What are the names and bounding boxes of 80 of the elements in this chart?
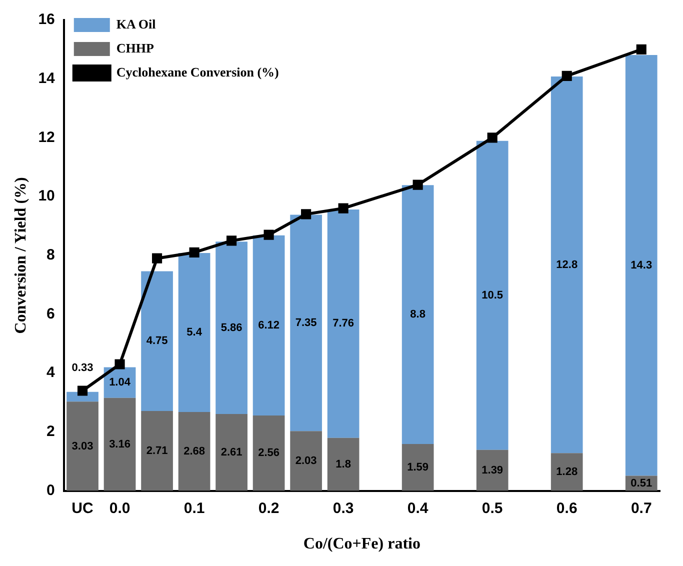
y-tick-label: 14 <box>38 70 56 87</box>
data-label: 2.61 <box>220 446 242 458</box>
bar <box>402 185 434 444</box>
bar <box>252 235 285 416</box>
data-label: 1.04 <box>109 376 132 389</box>
data-label: 0.51 <box>630 477 652 490</box>
point <box>226 236 237 246</box>
bar <box>66 402 98 491</box>
point <box>114 359 125 370</box>
bar <box>178 412 210 491</box>
bar <box>178 253 210 412</box>
legend-label: Cyclohexane Conversion (%) <box>116 64 279 80</box>
data-label: 12.8 <box>556 258 578 271</box>
bar <box>290 431 322 491</box>
bar <box>476 140 508 450</box>
data-label: 2.56 <box>258 447 280 460</box>
y-tick-label: 10 <box>38 188 55 205</box>
bar <box>141 271 173 412</box>
data-label: 1.39 <box>482 464 504 476</box>
data-label: 10.5 <box>482 289 504 302</box>
legend-label: KA Oil <box>116 16 156 32</box>
data-label: 4.75 <box>146 335 168 348</box>
y-tick-label: 6 <box>46 305 55 322</box>
x-axis-title: Co/(Co+Fe) ratio <box>303 536 420 553</box>
data-label: 1.28 <box>556 466 578 478</box>
x-tick-label: 0.5 <box>482 500 503 517</box>
x-tick-label: 0.4 <box>407 500 429 517</box>
bar <box>625 55 658 476</box>
y-tick-label: 4 <box>46 364 56 382</box>
data-label: 8.8 <box>410 308 426 321</box>
data-label: 5.4 <box>186 326 203 339</box>
x-tick-label: 0.1 <box>184 500 205 517</box>
y-axis-title: Conversion / Yield (%) <box>12 177 30 334</box>
point <box>636 44 646 54</box>
bar <box>104 398 136 491</box>
data-label: 1.8 <box>336 458 351 470</box>
x-tick-label: UC <box>72 500 94 517</box>
data-label: 7.76 <box>332 318 354 330</box>
data-label: 7.35 <box>295 316 317 329</box>
x-tick-label: 0.2 <box>258 500 280 517</box>
y-tick-label: 2 <box>46 423 55 440</box>
y-tick-label: 8 <box>46 246 55 264</box>
legend-label: CHHP <box>116 40 154 56</box>
bar <box>476 450 508 491</box>
point <box>77 386 88 396</box>
x-tick-label: 0.7 <box>630 500 652 517</box>
data-label: 6.12 <box>258 319 280 332</box>
data-label: 2.71 <box>146 444 168 457</box>
bar <box>402 444 434 491</box>
y-tick-label: 0 <box>46 482 55 499</box>
data-label: 2.68 <box>184 445 205 458</box>
bar <box>216 242 248 414</box>
bar <box>290 214 322 432</box>
bar <box>327 438 360 491</box>
data-label: 0.33 <box>72 362 94 374</box>
point <box>562 70 572 81</box>
point <box>152 253 162 264</box>
data-label: 5.86 <box>220 322 242 334</box>
bar <box>216 414 248 491</box>
bar <box>141 411 173 491</box>
data-label: 3.03 <box>72 440 94 452</box>
y-tick-label: 12 <box>38 128 55 146</box>
y-tick-label: 16 <box>38 11 55 28</box>
data-label: 14.3 <box>630 259 652 272</box>
x-tick-label: 0.0 <box>109 500 130 517</box>
point <box>412 180 423 190</box>
bar <box>550 453 583 491</box>
data-label: 3.16 <box>109 438 130 450</box>
x-tick-label: 0.3 <box>332 500 354 517</box>
data-label: 1.59 <box>407 461 429 474</box>
bar <box>327 209 360 438</box>
point <box>487 132 498 143</box>
point <box>189 247 200 258</box>
data-label: 2.03 <box>295 454 317 467</box>
point <box>264 230 274 240</box>
point <box>301 209 312 220</box>
bar <box>252 415 285 491</box>
x-tick-label: 0.6 <box>556 500 578 517</box>
point <box>338 203 348 214</box>
bar <box>550 76 583 454</box>
